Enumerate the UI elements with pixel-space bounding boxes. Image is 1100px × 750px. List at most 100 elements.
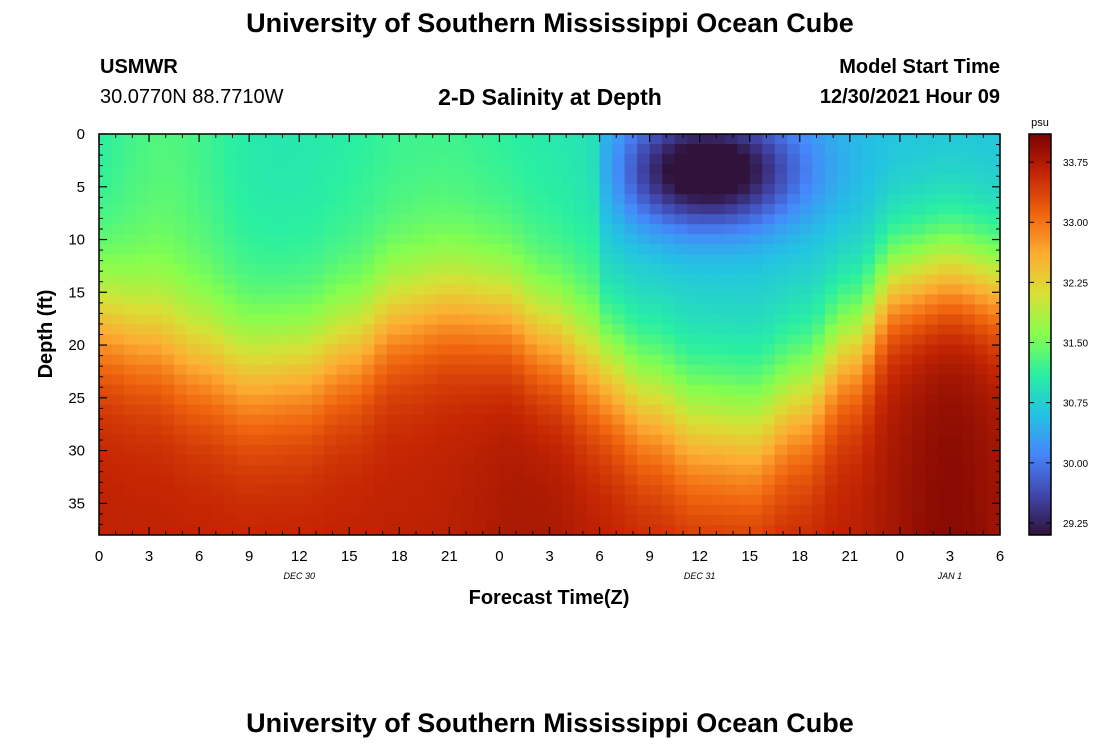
heatmap-cell — [924, 214, 939, 225]
heatmap-cell — [974, 434, 989, 446]
heatmap-cell — [399, 264, 413, 275]
heatmap-cell — [874, 504, 888, 516]
heatmap-cell — [261, 314, 275, 326]
heatmap-cell — [224, 314, 238, 326]
heatmap-cell — [737, 444, 751, 456]
heatmap-cell — [211, 234, 225, 245]
heatmap-cell — [637, 234, 651, 245]
heatmap-cell — [874, 404, 888, 416]
heatmap-cell — [236, 184, 250, 195]
heatmap-cell — [612, 344, 626, 356]
heatmap-cell — [186, 204, 200, 215]
heatmap-cell — [649, 494, 663, 506]
heatmap-cell — [812, 344, 826, 356]
heatmap-cell — [149, 344, 163, 356]
heatmap-cell — [411, 464, 425, 476]
heatmap-cell — [574, 464, 588, 476]
heatmap-cell — [849, 274, 863, 285]
heatmap-cell — [449, 354, 463, 366]
heatmap-cell — [224, 274, 238, 285]
heatmap-cell — [687, 444, 701, 456]
heatmap-cell — [474, 214, 488, 225]
heatmap-cell — [111, 214, 125, 225]
heatmap-cell — [562, 444, 576, 456]
heatmap-cell — [136, 494, 150, 506]
heatmap-cell — [386, 314, 400, 326]
heatmap-cell — [286, 284, 300, 295]
heatmap-cell — [349, 264, 363, 275]
heatmap-cell — [274, 234, 288, 245]
heatmap-cell — [511, 414, 526, 426]
heatmap-cell — [587, 274, 601, 285]
heatmap-cell — [461, 174, 476, 185]
heatmap-cell — [949, 414, 964, 426]
heatmap-cell — [174, 504, 188, 516]
heatmap-cell — [899, 214, 914, 225]
heatmap-cell — [749, 444, 763, 456]
heatmap-cell — [261, 194, 275, 205]
heatmap-cell — [899, 264, 914, 275]
heatmap-cell — [274, 144, 288, 155]
heatmap-cell — [411, 494, 425, 506]
heatmap-cell — [324, 504, 338, 516]
heatmap-cell — [386, 424, 400, 436]
heatmap-cell — [211, 414, 225, 426]
heatmap-cell — [637, 434, 651, 446]
heatmap-cell — [787, 274, 801, 285]
heatmap-cell — [111, 514, 125, 526]
heatmap-cell — [474, 504, 488, 516]
heatmap-cell — [161, 364, 175, 376]
heatmap-cell — [749, 494, 763, 506]
heatmap-cell — [249, 194, 263, 205]
heatmap-cell — [712, 254, 726, 265]
heatmap-cell — [649, 314, 663, 326]
heatmap-cell — [236, 494, 250, 506]
heatmap-cell — [662, 354, 676, 366]
heatmap-cell — [249, 354, 263, 366]
heatmap-cell — [124, 454, 138, 466]
heatmap-cell — [812, 324, 826, 336]
heatmap-cell — [486, 434, 501, 446]
heatmap-cell — [99, 414, 113, 426]
heatmap-cell — [962, 144, 976, 155]
heatmap-cell — [274, 454, 288, 466]
heatmap-cell — [136, 324, 150, 336]
heatmap-cell — [174, 234, 188, 245]
heatmap-cell — [299, 184, 313, 195]
heatmap-cell — [424, 524, 438, 535]
heatmap-cell — [261, 514, 275, 526]
heatmap-cell — [411, 294, 425, 306]
heatmap-cell — [286, 144, 300, 155]
heatmap-cell — [436, 264, 450, 275]
heatmap-cell — [349, 484, 363, 496]
heatmap-cell — [324, 434, 338, 446]
heatmap-cell — [849, 234, 863, 245]
heatmap-cell — [124, 244, 138, 255]
heatmap-cell — [937, 404, 951, 416]
heatmap-cell — [374, 374, 388, 386]
heatmap-cell — [549, 284, 563, 295]
heatmap-cell — [774, 214, 788, 225]
heatmap-cell — [787, 524, 801, 535]
heatmap-cell — [799, 484, 813, 496]
heatmap-cell — [712, 464, 726, 476]
heatmap-cell — [987, 244, 1000, 255]
heatmap-cell — [236, 404, 250, 416]
heatmap-cell — [887, 454, 901, 466]
heatmap-cell — [737, 284, 751, 295]
heatmap-cell — [324, 224, 338, 235]
heatmap-cell — [699, 314, 713, 326]
heatmap-cell — [399, 164, 413, 175]
heatmap-cell — [211, 344, 225, 356]
heatmap-cell — [186, 494, 200, 506]
heatmap-cell — [837, 384, 851, 396]
heatmap-cell — [224, 194, 238, 205]
heatmap-cell — [549, 314, 563, 326]
heatmap-cell — [987, 354, 1000, 366]
heatmap-cell — [649, 414, 663, 426]
heatmap-cell — [436, 314, 450, 326]
heatmap-cell — [587, 314, 601, 326]
heatmap-cell — [649, 294, 663, 306]
heatmap-cell — [612, 354, 626, 366]
heatmap-cell — [186, 244, 200, 255]
